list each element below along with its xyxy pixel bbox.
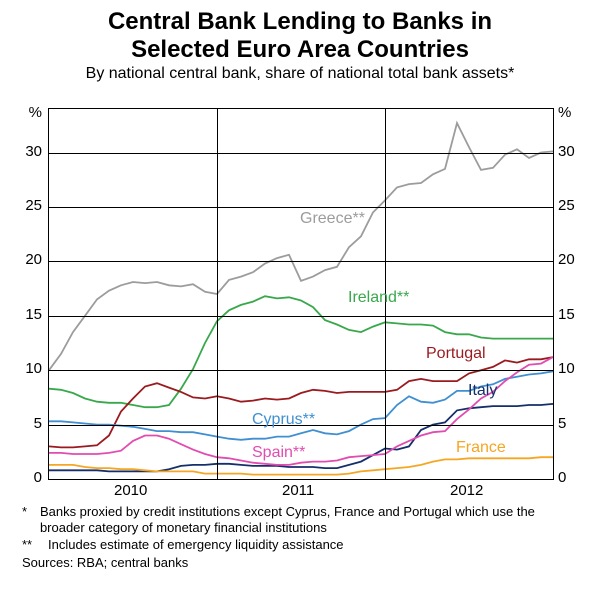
y-tick-right: 0 bbox=[558, 469, 566, 486]
x-tick: 2012 bbox=[450, 482, 483, 499]
gridline-y bbox=[49, 153, 553, 154]
footnote-text: Banks proxied by credit institutions exc… bbox=[40, 504, 582, 537]
series-label-italy: Italy bbox=[468, 382, 497, 400]
footnote-mark: * bbox=[22, 504, 40, 537]
y-tick-right: 30 bbox=[558, 143, 575, 160]
sources: Sources: RBA; central banks bbox=[22, 555, 582, 571]
chart-subtitle: By national central bank, share of natio… bbox=[0, 63, 600, 83]
title-line-1: Central Bank Lending to Banks in bbox=[108, 8, 492, 35]
y-tick-right: 25 bbox=[558, 197, 575, 214]
footnote-mark: ** bbox=[22, 537, 48, 553]
y-tick-right: 10 bbox=[558, 360, 575, 377]
y-tick-left: 20 bbox=[25, 251, 42, 268]
y-tick-left: 10 bbox=[25, 360, 42, 377]
series-label-portugal: Portugal bbox=[426, 345, 486, 363]
y-unit-right: % bbox=[558, 104, 571, 121]
gridline-y bbox=[49, 370, 553, 371]
series-label-greece: Greece** bbox=[300, 210, 365, 228]
y-unit-left: % bbox=[29, 104, 42, 121]
y-tick-left: 15 bbox=[25, 306, 42, 323]
gridline-y bbox=[49, 207, 553, 208]
gridline-y bbox=[49, 261, 553, 262]
chart-title: Central Bank Lending to Banks in Selecte… bbox=[0, 0, 600, 63]
series-label-france: France bbox=[456, 439, 506, 457]
series-label-ireland: Ireland** bbox=[348, 289, 409, 307]
y-tick-left: 30 bbox=[25, 143, 42, 160]
gridline-y bbox=[49, 316, 553, 317]
series-label-cyprus: Cyprus** bbox=[252, 411, 315, 429]
y-tick-right: 5 bbox=[558, 415, 566, 432]
y-tick-left: 25 bbox=[25, 197, 42, 214]
y-tick-right: 20 bbox=[558, 251, 575, 268]
title-line-2: Selected Euro Area Countries bbox=[131, 36, 469, 63]
y-tick-left: 5 bbox=[34, 415, 42, 432]
x-tick: 2011 bbox=[282, 482, 314, 499]
x-tick: 2010 bbox=[114, 482, 147, 499]
y-tick-right: 15 bbox=[558, 306, 575, 323]
gridline-x bbox=[217, 109, 218, 479]
chart-container: Central Bank Lending to Banks in Selecte… bbox=[0, 0, 600, 594]
y-tick-left: 0 bbox=[34, 469, 42, 486]
footnote-text: Includes estimate of emergency liquidity… bbox=[48, 537, 344, 553]
footnotes: *Banks proxied by credit institutions ex… bbox=[22, 504, 582, 571]
series-greece bbox=[49, 123, 553, 370]
series-label-spain: Spain** bbox=[252, 444, 305, 462]
